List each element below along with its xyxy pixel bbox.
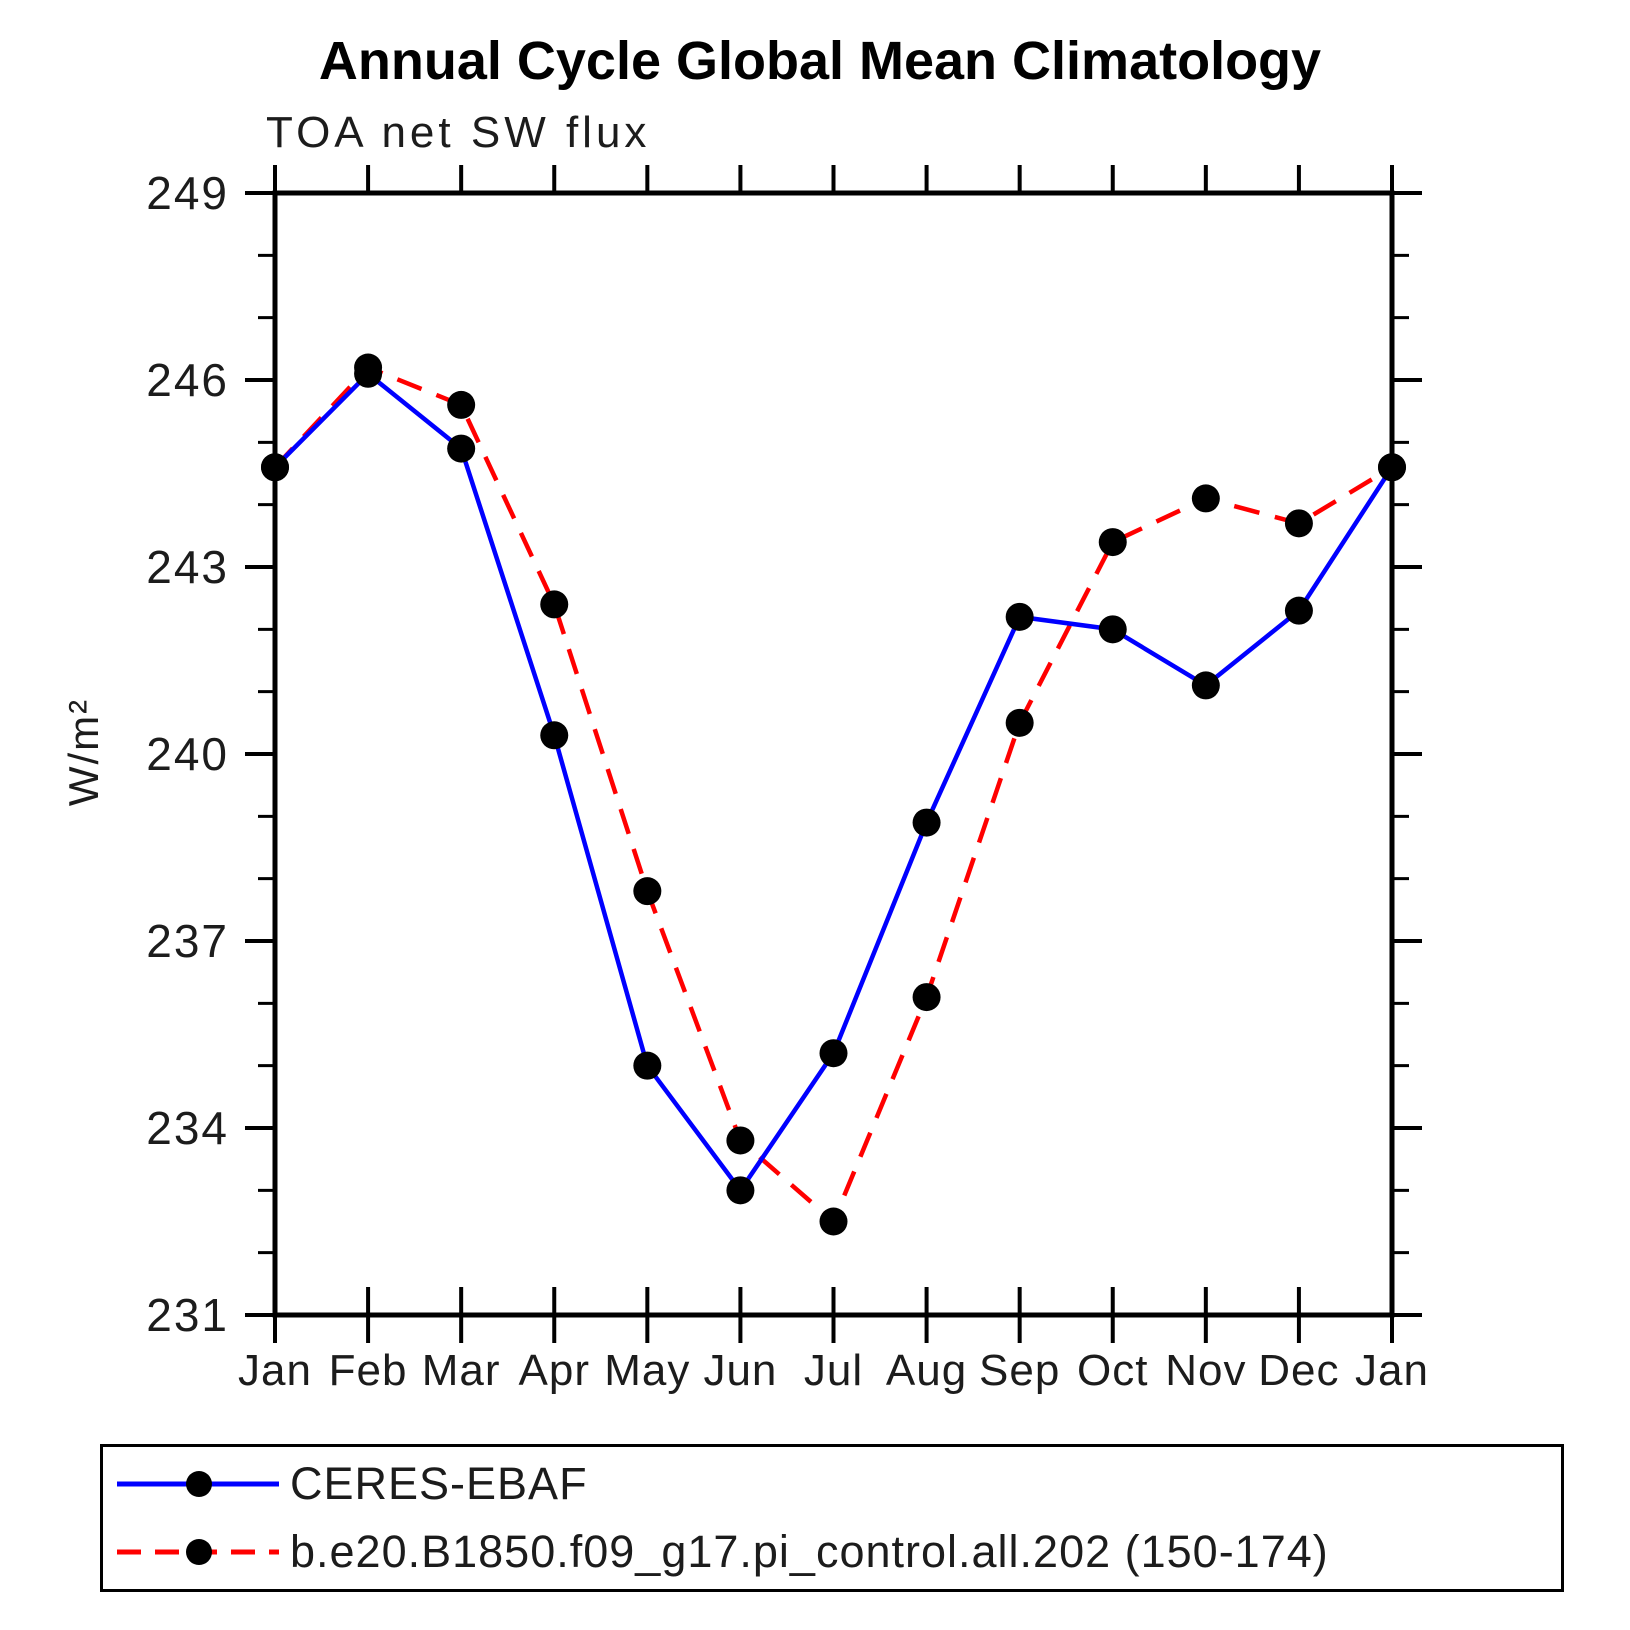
x-tick-label: Jan bbox=[238, 1346, 312, 1395]
series-line-b-e20-b1850-f09-g17-pi-control-all-202-150-174- bbox=[273, 364, 1394, 1226]
chart-title: Annual Cycle Global Mean Climatology bbox=[318, 31, 1322, 91]
legend-entry: b.e20.B1850.f09_g17.pi_control.all.202 (… bbox=[111, 1520, 1561, 1584]
data-point-marker bbox=[354, 353, 383, 382]
data-point-marker bbox=[1191, 484, 1220, 513]
x-tick-label: May bbox=[604, 1346, 690, 1395]
data-point-marker bbox=[726, 1176, 755, 1205]
legend-label: b.e20.B1850.f09_g17.pi_control.all.202 (… bbox=[290, 1526, 1329, 1578]
x-tick-label: Mar bbox=[422, 1346, 501, 1395]
data-point-marker bbox=[540, 721, 569, 750]
x-tick-label: Feb bbox=[329, 1346, 408, 1395]
data-point-marker bbox=[726, 1126, 755, 1155]
data-point-marker bbox=[819, 1039, 848, 1068]
y-tick-label: 234 bbox=[146, 1102, 229, 1154]
chart-subtitle: TOA net SW flux bbox=[266, 108, 651, 157]
data-point-marker bbox=[447, 390, 476, 419]
data-point-marker bbox=[1284, 596, 1313, 625]
x-tick-label: Apr bbox=[519, 1346, 590, 1395]
x-tick-label: Oct bbox=[1077, 1346, 1148, 1395]
y-tick-label: 240 bbox=[146, 728, 229, 780]
legend: CERES-EBAF b.e20.B1850.f09_g17.pi_control… bbox=[100, 1444, 1564, 1592]
legend-line-sample bbox=[117, 1539, 279, 1566]
y-tick-label: 246 bbox=[146, 354, 229, 406]
x-tick-label: Aug bbox=[886, 1346, 967, 1395]
legend-entry: CERES-EBAF bbox=[111, 1452, 1561, 1516]
x-tick-label: Jun bbox=[703, 1346, 777, 1395]
y-tick-label: 231 bbox=[146, 1289, 229, 1341]
y-tick-label: 243 bbox=[146, 541, 229, 593]
y-tick-label: 249 bbox=[146, 167, 229, 219]
legend-label: CERES-EBAF bbox=[290, 1457, 588, 1509]
data-point-marker bbox=[633, 877, 662, 906]
data-point-marker bbox=[912, 983, 941, 1012]
data-point-marker bbox=[1005, 708, 1034, 737]
x-tick-label: Jan bbox=[1355, 1346, 1429, 1395]
data-point-marker bbox=[1378, 453, 1406, 482]
data-point-marker bbox=[633, 1051, 662, 1080]
data-point-marker bbox=[540, 590, 569, 619]
x-tick-label: Sep bbox=[979, 1346, 1060, 1395]
data-point-marker bbox=[1191, 671, 1220, 700]
legend-marker-dot bbox=[186, 1470, 212, 1497]
x-tick-label: Nov bbox=[1165, 1346, 1246, 1395]
data-point-marker bbox=[819, 1207, 848, 1236]
data-point-marker bbox=[447, 434, 476, 463]
data-point-marker bbox=[1005, 602, 1034, 631]
data-point-marker bbox=[1098, 528, 1127, 557]
data-point-marker bbox=[1098, 615, 1127, 644]
data-point-marker bbox=[1284, 509, 1313, 538]
legend-line-sample bbox=[117, 1470, 279, 1497]
y-tick-label: 237 bbox=[146, 915, 229, 967]
data-point-marker bbox=[261, 453, 289, 482]
x-tick-label: Dec bbox=[1258, 1346, 1339, 1395]
series-line-ceres-ebaf bbox=[273, 370, 1394, 1195]
x-tick-label: Jul bbox=[804, 1346, 863, 1395]
legend-marker-dot bbox=[186, 1539, 212, 1566]
axis-frame bbox=[272, 190, 1395, 1318]
data-point-marker bbox=[912, 808, 941, 837]
